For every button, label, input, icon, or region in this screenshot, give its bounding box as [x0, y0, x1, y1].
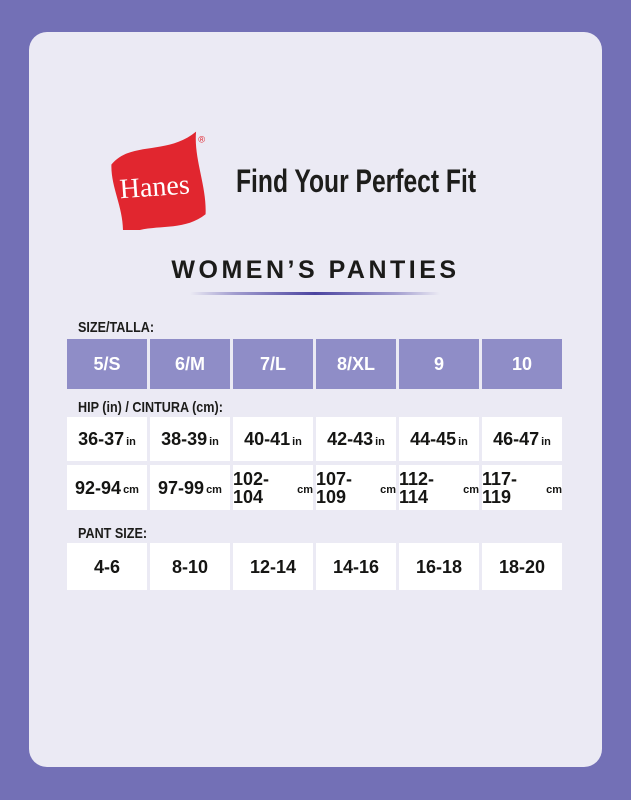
- pant-size-cell: 14-16: [316, 543, 396, 590]
- hip-inches-value: 44-45: [410, 429, 457, 449]
- hip-inches-unit: in: [292, 435, 302, 448]
- hip-inches-value: 38-39: [161, 429, 208, 449]
- pant-size-cell: 16-18: [399, 543, 479, 590]
- hip-inches-cell: 46-47 in: [482, 417, 562, 461]
- hanes-logo: Hanes ®: [106, 130, 210, 230]
- tagline: Find Your Perfect Fit: [236, 163, 477, 199]
- hip-cm-cell: 102-104 cm: [233, 465, 313, 510]
- title-divider: [190, 292, 440, 295]
- hip-cm-unit: cm: [123, 484, 139, 496]
- size-header-row: 5/S 6/M 7/L 8/XL 9 10: [67, 339, 562, 389]
- hip-cm-unit: cm: [297, 484, 313, 496]
- page-title: WOMEN’S PANTIES: [171, 256, 460, 284]
- registered-mark: ®: [198, 135, 205, 145]
- hip-inches-cell: 38-39 in: [150, 417, 230, 461]
- hip-cm-value: 92-94: [75, 477, 122, 498]
- pant-size-cell: 4-6: [67, 543, 147, 590]
- hip-inches-row: 36-37 in 38-39 in 40-41 in 42-43 in: [67, 417, 562, 461]
- size-label: SIZE/TALLA:: [78, 319, 155, 336]
- size-cell: 9: [399, 339, 479, 389]
- hip-inches-cell: 42-43 in: [316, 417, 396, 461]
- hip-cm-unit: cm: [380, 484, 396, 496]
- size-cell: 7/L: [233, 339, 313, 389]
- size-cell: 6/M: [150, 339, 230, 389]
- hip-cm-value: 112-114: [399, 468, 435, 507]
- pant-size-label: PANT SIZE:: [78, 525, 148, 542]
- hanes-wordmark: Hanes: [119, 169, 191, 205]
- pant-size-cell: 8-10: [150, 543, 230, 590]
- size-cell: 5/S: [67, 339, 147, 389]
- hip-cm-row: 92-94 cm 97-99 cm 102-104 cm 107-109 cm: [67, 465, 562, 510]
- size-cell: 8/XL: [316, 339, 396, 389]
- size-chart-card: Hanes ® Find Your Perfect Fit WOMEN’S PA…: [29, 32, 602, 767]
- hip-inches-value: 40-41: [244, 429, 291, 449]
- hip-cm-value: 107-109: [316, 468, 353, 507]
- hip-inches-value: 36-37: [78, 429, 125, 449]
- pant-size-row: 4-6 8-10 12-14 14-16 16-18 18-20: [67, 543, 562, 590]
- hip-inches-cell: 36-37 in: [67, 417, 147, 461]
- hip-label: HIP (in) / CINTURA (cm):: [78, 399, 223, 416]
- hip-cm-value: 102-104: [233, 468, 270, 507]
- hip-inches-unit: in: [541, 435, 551, 448]
- hip-inches-unit: in: [209, 435, 219, 448]
- hip-cm-cell: 92-94 cm: [67, 465, 147, 510]
- hip-cm-value: 97-99: [158, 477, 205, 498]
- pant-size-cell: 12-14: [233, 543, 313, 590]
- hip-cm-cell: 97-99 cm: [150, 465, 230, 510]
- hip-cm-value: 117-119: [482, 468, 518, 507]
- hip-cm-unit: cm: [463, 484, 479, 496]
- hip-inches-value: 46-47: [493, 429, 540, 449]
- hip-inches-value: 42-43: [327, 429, 374, 449]
- hip-cm-cell: 117-119 cm: [482, 465, 562, 510]
- size-cell: 10: [482, 339, 562, 389]
- hip-inches-cell: 40-41 in: [233, 417, 313, 461]
- hip-cm-unit: cm: [206, 484, 222, 496]
- hip-inches-cell: 44-45 in: [399, 417, 479, 461]
- hip-cm-cell: 112-114 cm: [399, 465, 479, 510]
- hip-inches-unit: in: [458, 435, 468, 448]
- hip-inches-unit: in: [375, 435, 385, 448]
- pant-size-cell: 18-20: [482, 543, 562, 590]
- hip-cm-unit: cm: [546, 484, 562, 496]
- hip-inches-unit: in: [126, 435, 136, 448]
- hanes-flag-icon: Hanes ®: [111, 131, 206, 230]
- hip-cm-cell: 107-109 cm: [316, 465, 396, 510]
